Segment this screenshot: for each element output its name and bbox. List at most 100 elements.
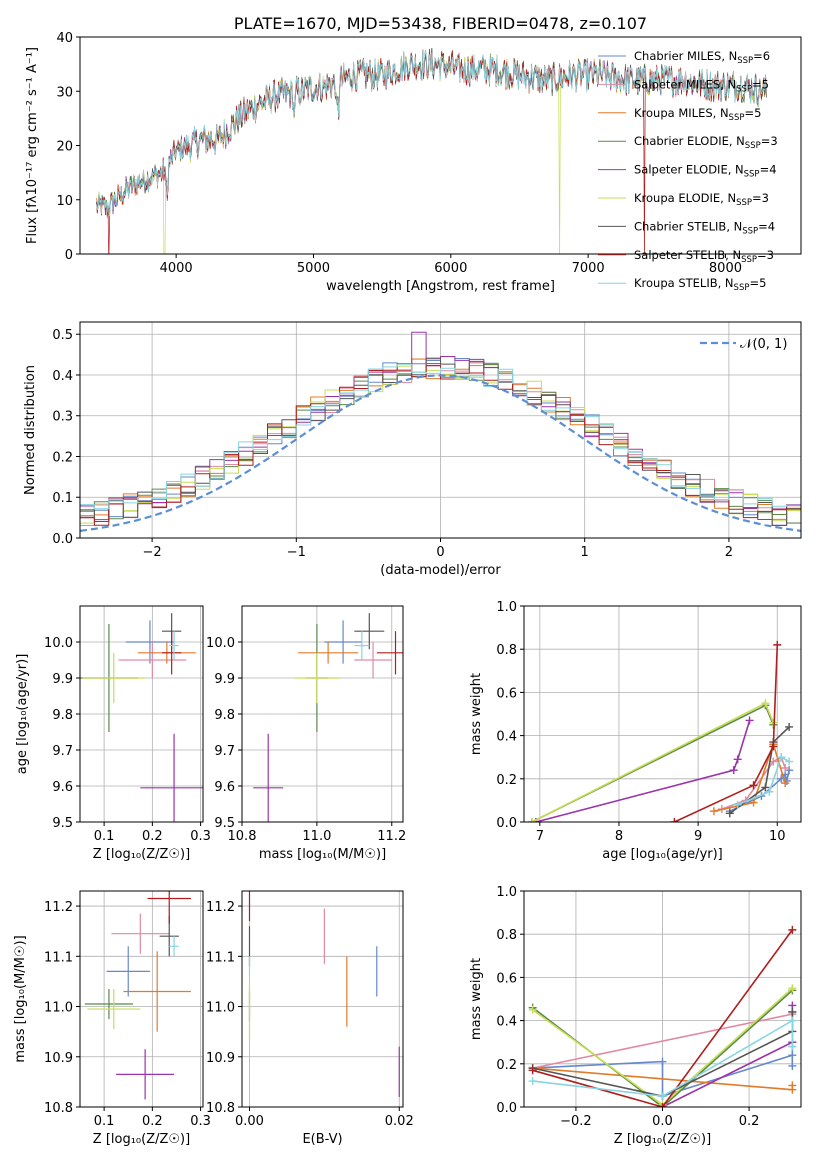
x-tick-label: 4000 xyxy=(160,261,193,276)
weight-marker xyxy=(528,1005,537,1014)
x-axis-label: Z [log₁₀(Z/Z☉)] xyxy=(93,847,190,862)
legend-label: 𝒩(0, 1) xyxy=(740,337,787,352)
y-tick-label: 1.0 xyxy=(496,600,517,615)
y-tick-label: 0.0 xyxy=(52,532,73,547)
legend-label: Kroupa ELODIE, NSSP=3 xyxy=(634,191,769,208)
y-tick-label: 0.2 xyxy=(496,1058,517,1073)
histograms xyxy=(80,331,801,532)
x-tick-label: 7 xyxy=(536,829,544,844)
residuals-frame xyxy=(79,321,802,539)
mass_ebv-frame xyxy=(241,890,404,1108)
gaussian-curve xyxy=(80,374,801,532)
weight-marker xyxy=(785,757,794,766)
weight_age-lines xyxy=(527,640,794,822)
x-tick-label: 0.1 xyxy=(94,1114,115,1129)
weight-marker xyxy=(788,1016,797,1025)
x-tick-label: 10 xyxy=(769,829,786,844)
x-tick-label: 10.8 xyxy=(228,829,257,844)
x-tick-label: −0.2 xyxy=(560,1114,592,1129)
x-axis-label: mass [log₁₀(M/M☉)] xyxy=(259,847,386,862)
legend-label: Salpeter ELODIE, NSSP=4 xyxy=(634,163,777,180)
x-tick-label: 0.2 xyxy=(142,1114,163,1129)
y-tick-label: 40 xyxy=(56,31,73,46)
y-tick-label: 9.8 xyxy=(214,708,235,723)
weight-marker xyxy=(761,783,770,792)
x-axis-label: Z [log₁₀(Z/Z☉)] xyxy=(614,1132,711,1147)
weight-marker xyxy=(725,809,734,818)
y-axis-label: mass weight xyxy=(469,673,484,755)
weight-series-line xyxy=(532,929,793,1107)
y-axis-label: mass weight xyxy=(469,958,484,1040)
mass_ebv-axes xyxy=(238,891,403,1111)
weight-marker xyxy=(769,718,778,727)
weight-marker xyxy=(788,1081,797,1090)
weight-marker xyxy=(670,818,679,822)
y-tick-label: 9.7 xyxy=(214,744,235,759)
weight-marker xyxy=(749,781,758,790)
spectrum-lines xyxy=(96,47,767,254)
age_mass-axes xyxy=(238,606,403,826)
weight-series-line xyxy=(737,756,790,806)
x-tick-label: 11.2 xyxy=(377,829,406,844)
y-tick-label: 10.0 xyxy=(44,636,73,651)
weight-marker xyxy=(788,1051,797,1060)
y-tick-label: 10.0 xyxy=(206,636,235,651)
x-tick-label: 9 xyxy=(694,829,702,844)
y-tick-label: 0.4 xyxy=(496,1015,517,1030)
age_Z-axes xyxy=(76,606,203,826)
weight-marker xyxy=(749,798,758,807)
weight-marker xyxy=(773,640,782,649)
weight-marker xyxy=(765,787,774,796)
weight-marker xyxy=(729,766,738,775)
y-tick-label: 0.2 xyxy=(496,773,517,788)
y-tick-label: 10 xyxy=(56,194,73,209)
x-tick-label: 0.2 xyxy=(739,1114,760,1129)
weight-marker xyxy=(745,716,754,725)
y-tick-label: 9.7 xyxy=(52,744,73,759)
weight-marker xyxy=(788,1061,797,1070)
x-tick-label: 2 xyxy=(725,545,733,560)
y-axis-label: Normed distribution xyxy=(23,365,38,495)
x-tick-label: 0.0 xyxy=(652,1114,673,1129)
y-tick-label: 9.6 xyxy=(214,780,235,795)
age_mass-errorbars xyxy=(253,613,403,822)
y-tick-label: 9.5 xyxy=(214,816,235,831)
y-tick-label: 9.9 xyxy=(214,672,235,687)
x-axis-label: Z [log₁₀(Z/Z☉)] xyxy=(93,1132,190,1147)
weight-marker xyxy=(781,779,790,788)
legend-label: Kroupa STELIB, NSSP=5 xyxy=(634,276,766,293)
x-tick-label: 1 xyxy=(581,545,589,560)
chart-title: PLATE=1670, MJD=53438, FIBERID=0478, z=0… xyxy=(234,14,647,33)
weight_Z-frame xyxy=(523,890,802,1108)
y-tick-label: 0.0 xyxy=(496,816,517,831)
mass_ebv-errorbars xyxy=(248,891,400,1097)
y-tick-label: 0.8 xyxy=(496,928,517,943)
x-tick-label: 0.3 xyxy=(190,1114,211,1129)
y-tick-label: 9.8 xyxy=(52,708,73,723)
y-tick-label: 0.1 xyxy=(52,491,73,506)
weight_Z-lines xyxy=(528,925,797,1107)
y-tick-label: 0.4 xyxy=(496,730,517,745)
legend-label: Chabrier ELODIE, NSSP=3 xyxy=(634,134,778,151)
y-tick-label: 11.2 xyxy=(44,900,73,915)
age_mass-frame xyxy=(241,605,404,823)
weight_age-frame xyxy=(523,605,802,823)
legend-label: Chabrier MILES, NSSP=6 xyxy=(634,49,770,66)
weight-marker xyxy=(709,807,718,816)
mass_Z-axes xyxy=(76,891,203,1111)
x-axis-label: E(B-V) xyxy=(302,1132,342,1147)
y-tick-label: 0.2 xyxy=(52,450,73,465)
weight-series-line xyxy=(674,644,779,822)
age_Z-frame xyxy=(79,605,204,823)
y-tick-label: 0.6 xyxy=(496,971,517,986)
weight-marker xyxy=(788,925,797,934)
age_Z-errorbars xyxy=(80,613,203,822)
mass_Z-errorbars xyxy=(84,891,191,1100)
y-tick-label: 0.5 xyxy=(52,328,73,343)
weight-marker xyxy=(777,753,786,762)
y-tick-label: 11.2 xyxy=(206,900,235,915)
y-tick-label: 10.9 xyxy=(206,1051,235,1066)
y-tick-label: 9.6 xyxy=(52,780,73,795)
x-tick-label: 0.1 xyxy=(94,829,115,844)
